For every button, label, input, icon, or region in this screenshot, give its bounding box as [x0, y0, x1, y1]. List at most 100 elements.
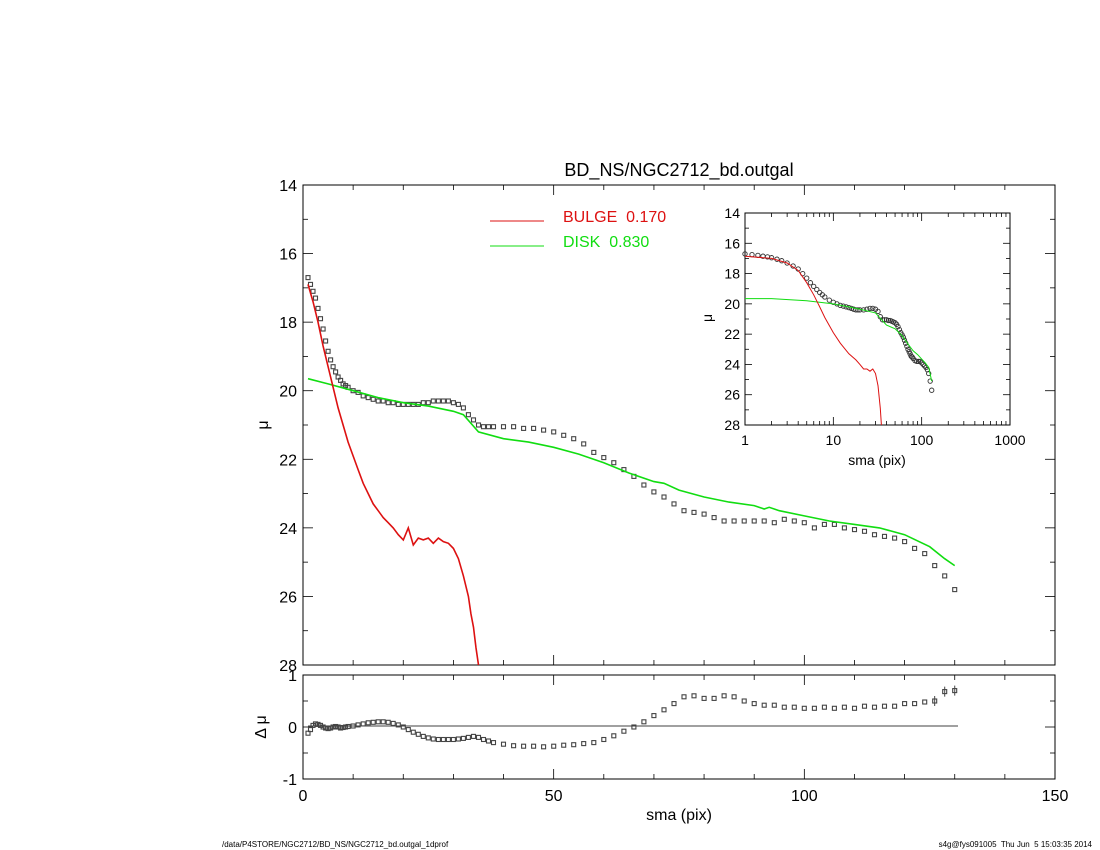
inset-y-tick-label: 18	[724, 266, 740, 282]
data-point	[851, 527, 858, 533]
residual-point	[541, 744, 547, 750]
data-point	[701, 511, 707, 517]
data-point	[317, 316, 324, 322]
residual-point	[445, 736, 451, 743]
data-point	[581, 441, 587, 447]
data-point	[320, 326, 326, 332]
inset-data-point	[784, 260, 790, 266]
legend-bulge-label: BULGE 0.170	[563, 209, 666, 226]
inset-data-point	[822, 294, 828, 300]
data-point	[641, 482, 647, 488]
data-point	[831, 521, 837, 527]
data-point	[841, 525, 847, 531]
inset-disk-line	[745, 298, 933, 382]
disk-line	[307, 377, 956, 567]
residual-point	[355, 722, 361, 728]
residual-point	[861, 703, 868, 709]
inset-data-point	[855, 307, 861, 313]
data-point	[425, 400, 431, 406]
data-point	[791, 518, 797, 524]
inset-data-point	[742, 251, 748, 257]
residual-point	[455, 736, 461, 742]
data-point	[681, 508, 687, 514]
inset-data-point	[892, 320, 898, 326]
data-point	[328, 357, 334, 363]
residual-point	[470, 733, 477, 739]
residual-point	[851, 705, 858, 711]
data-point	[721, 518, 727, 524]
chart-title: BD_NS/NGC2712_bd.outgal	[564, 160, 793, 181]
inset-y-tick-label: 16	[724, 235, 740, 251]
x-tick-label: 150	[1042, 788, 1069, 805]
residual-point	[761, 702, 767, 708]
main-y-axis-label: μ	[255, 420, 272, 429]
residual-point	[711, 695, 717, 701]
data-point	[661, 494, 667, 500]
inset-x-axis-label: sma (pix)	[848, 452, 906, 468]
data-point	[521, 425, 527, 431]
inset-bulge-line	[744, 255, 882, 426]
data-point	[811, 525, 817, 531]
inset-data-point	[870, 305, 876, 312]
residual-point	[661, 707, 667, 713]
residual-point	[631, 724, 637, 730]
y-tick-label: 16	[279, 247, 297, 264]
data-point	[395, 401, 401, 407]
data-point	[450, 400, 456, 406]
data-point	[871, 532, 878, 538]
main-panel: BD_NS/NGC2712_bd.outgal 14 16 18 20 22 24 26 28…	[255, 160, 1056, 675]
data-point	[440, 398, 446, 404]
residual-point	[345, 723, 351, 730]
data-point	[771, 520, 777, 526]
inset-data-point	[915, 358, 922, 365]
data-point	[500, 424, 507, 430]
residual-point	[425, 735, 431, 741]
inset-data-point	[848, 305, 855, 312]
inset-data-point	[826, 297, 832, 303]
data-point	[651, 489, 657, 495]
residual-point	[485, 738, 492, 744]
residual-point	[581, 741, 587, 747]
data-point	[942, 573, 948, 579]
x-tick-label: 0	[299, 788, 308, 805]
inset-y-tick-label: 26	[724, 387, 740, 403]
residual-point	[841, 704, 847, 710]
y-tick-label: 18	[279, 315, 297, 332]
residual-point	[450, 736, 456, 743]
data-point	[731, 518, 737, 524]
x-tick-label: 50	[545, 788, 563, 805]
inset-x-tick-label: 100	[910, 432, 934, 448]
residual-point	[922, 699, 928, 705]
residual-point	[460, 735, 466, 741]
residual-point	[611, 733, 617, 739]
data-point	[912, 545, 918, 551]
residual-point	[881, 703, 888, 709]
residual-point	[395, 722, 401, 728]
data-point	[325, 348, 331, 354]
data-point	[561, 432, 567, 438]
residual-point	[430, 736, 436, 742]
data-point	[375, 398, 381, 404]
data-point	[470, 417, 477, 423]
data-point	[611, 460, 617, 466]
residual-point	[490, 740, 497, 746]
data-point	[485, 424, 492, 430]
residual-point	[701, 695, 707, 701]
data-point	[881, 533, 888, 539]
bulge-line	[307, 284, 480, 666]
residual-point	[410, 729, 416, 735]
data-point	[330, 364, 336, 370]
inset-data-point	[885, 317, 892, 324]
residual-point	[360, 721, 366, 727]
residual-point	[731, 694, 737, 700]
data-point	[465, 412, 471, 418]
residual-point	[811, 705, 817, 711]
data-point	[751, 518, 757, 524]
residual-point	[591, 740, 597, 746]
residual-point	[791, 704, 797, 710]
data-point	[475, 422, 482, 428]
residual-y-tick-label: 0	[288, 720, 297, 737]
residual-point	[385, 719, 391, 725]
residual-point	[500, 741, 507, 747]
